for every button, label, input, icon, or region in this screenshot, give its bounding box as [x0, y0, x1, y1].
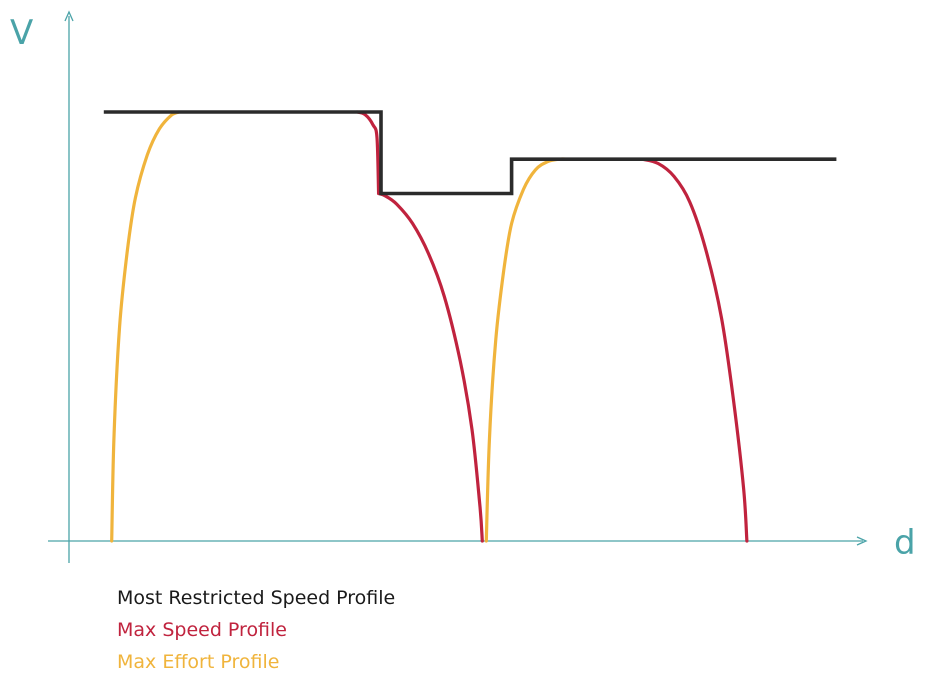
- legend-entry-max-effort: Max Effort Profile: [117, 651, 280, 673]
- x-axis-label: d: [894, 523, 916, 563]
- max-effort-curve-1: [110, 110, 181, 543]
- y-axis-label: V: [10, 13, 34, 53]
- max-speed-curve-2: [640, 157, 749, 543]
- x-axis-arrow: [856, 536, 868, 546]
- legend-entry-max-speed: Max Speed Profile: [117, 619, 287, 641]
- legend: Most Restricted Speed Profile Max Speed …: [117, 582, 395, 678]
- max-speed-curve-1a: [355, 110, 381, 196]
- legend-entry-most-restricted: Most Restricted Speed Profile: [117, 587, 396, 609]
- y-axis-arrow: [64, 10, 74, 22]
- most-restricted-line: [103, 110, 837, 196]
- max-effort-curve-2: [484, 157, 569, 543]
- max-speed-curve-1b: [377, 191, 484, 543]
